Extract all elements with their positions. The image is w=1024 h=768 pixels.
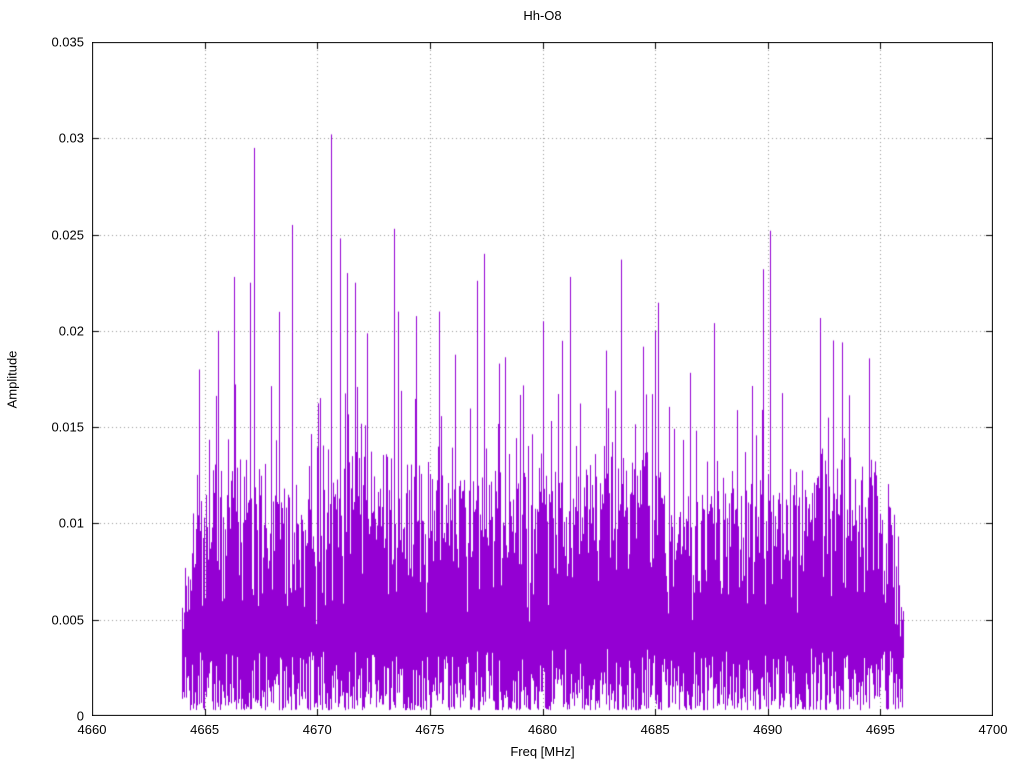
x-tick-label: 4685 <box>640 722 670 737</box>
x-tick-label: 4660 <box>77 722 107 737</box>
x-tick-label: 4665 <box>190 722 220 737</box>
x-tick-label: 4680 <box>528 722 557 737</box>
y-tick-label: 0 <box>76 708 84 724</box>
y-tick-label: 0.005 <box>51 612 84 628</box>
y-tick-label: 0.01 <box>58 515 84 531</box>
y-tick-label: 0.015 <box>51 419 84 435</box>
x-axis-label: Freq [MHz] <box>510 744 575 759</box>
y-tick-label: 0.03 <box>58 130 84 146</box>
spectrum-plot-canvas <box>92 42 993 716</box>
y-tick-label: 0.02 <box>58 323 84 339</box>
x-tick-label: 4675 <box>415 722 445 737</box>
chart-title: Hh-O8 <box>523 8 562 23</box>
y-tick-label: 0.035 <box>51 34 84 50</box>
x-tick-label: 4690 <box>753 722 783 737</box>
y-tick-label: 0.025 <box>51 227 84 243</box>
x-tick-label: 4700 <box>978 722 1008 737</box>
x-tick-label: 4670 <box>302 722 332 737</box>
y-axis-label: Amplitude <box>4 350 20 409</box>
x-tick-label: 4695 <box>865 722 895 737</box>
